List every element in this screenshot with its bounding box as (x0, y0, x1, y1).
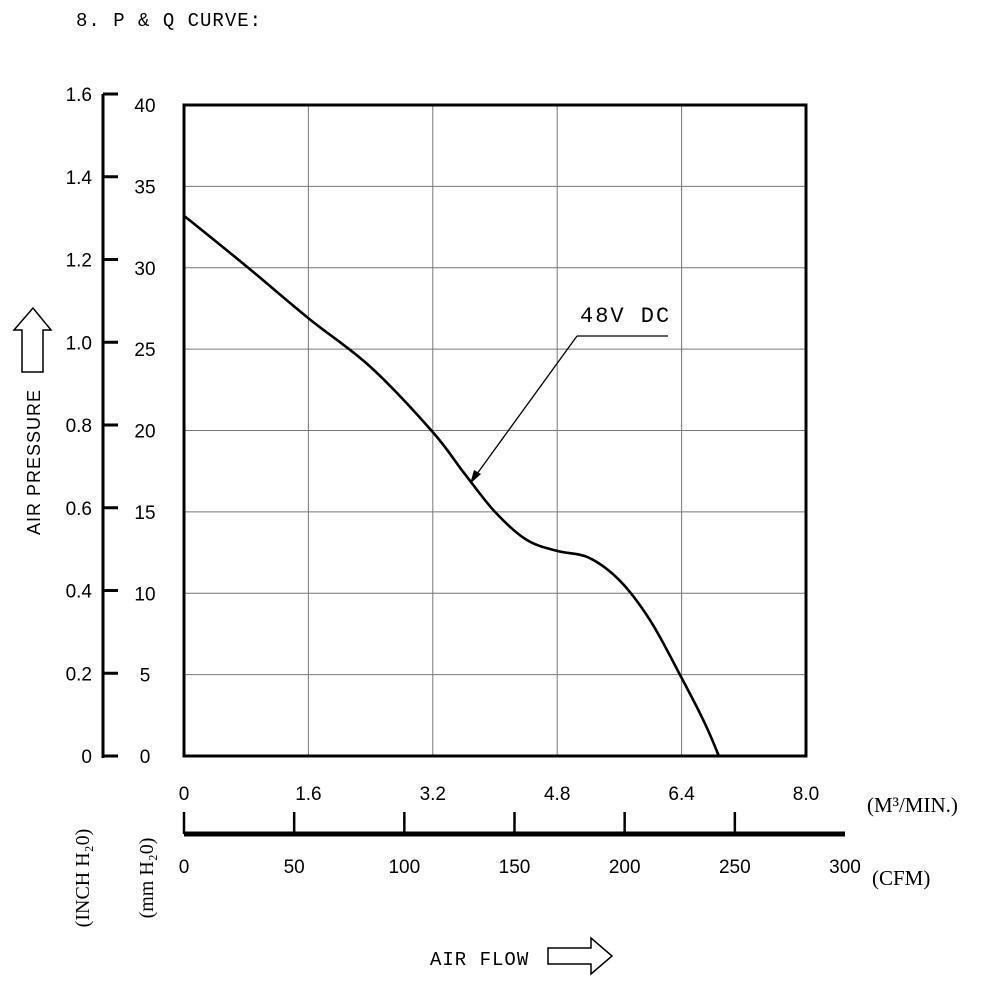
x-tick-label-m3min: 1.6 (295, 784, 321, 805)
grid-lines (184, 105, 806, 756)
y-tick-label-inch: 1.2 (66, 251, 92, 272)
x-tick-label-cfm: 150 (499, 857, 531, 878)
x-tick-label-m3min: 6.4 (668, 784, 695, 805)
x-tick-label-m3min: 8.0 (793, 784, 819, 805)
right-arrow-icon (547, 936, 614, 976)
y-tick-label-mm: 40 (134, 96, 155, 117)
y-unit-mm: (mm H₂0) (136, 838, 158, 919)
y-tick-label-inch: 1.0 (66, 333, 92, 354)
y-tick-label-inch: 0.2 (66, 664, 92, 685)
y-tick-label-inch: 1.6 (66, 85, 92, 106)
plot-frame (182, 103, 808, 758)
y-tick-label-inch: 0 (81, 747, 92, 768)
y-tick-label-mm: 5 (140, 666, 151, 687)
y-tick-label-mm: 15 (134, 503, 155, 524)
x-tick-label-cfm: 100 (388, 857, 420, 878)
y-tick-label-mm: 20 (134, 422, 155, 443)
x-unit-m3min: (M³/MIN.) (867, 793, 958, 817)
y-axis-ticks: 0 0.2 0.4 0.6 0.8 1.0 1.2 1.4 1.6 0 5 10 15 20 25 30 35 4… (66, 85, 156, 768)
y-tick-label-mm: 25 (134, 340, 155, 361)
y-tick-label-inch: 0.4 (66, 582, 93, 603)
x-tick-label-m3min: 3.2 (420, 784, 446, 805)
y-tick-label-mm: 35 (134, 177, 155, 198)
annotation-arrowhead (470, 470, 481, 484)
x-tick-label-cfm: 250 (719, 857, 751, 878)
y-tick-label-inch: 0.8 (66, 416, 92, 437)
y-tick-label-mm: 10 (134, 584, 155, 605)
x-tick-label-cfm: 0 (179, 857, 190, 878)
y-tick-label-inch: 1.4 (66, 168, 93, 189)
annotation-leader (473, 335, 578, 479)
x-tick-label-cfm: 50 (284, 857, 305, 878)
y-tick-label-mm: 30 (134, 259, 155, 280)
y-tick-label-inch: 0.6 (66, 499, 92, 520)
x-axis-ticks: 0 1.6 3.2 4.8 6.4 8.0 0 50 100 150 200 250 300 (179, 784, 861, 878)
y-tick-label-mm: 0 (140, 747, 151, 768)
x-tick-label-m3min: 4.8 (544, 784, 570, 805)
series-line-48v-dc (183, 214, 721, 757)
x-tick-label-cfm: 300 (829, 857, 861, 878)
annotation-label: 48V DC (580, 304, 671, 329)
y-unit-inch: (INCH H₂0) (72, 829, 94, 928)
y-axis-title: AIR PRESSURE (24, 389, 44, 535)
up-arrow-icon (12, 306, 53, 373)
x-unit-cfm: (CFM) (872, 866, 930, 890)
x-tick-label-m3min: 0 (179, 784, 190, 805)
x-tick-label-cfm: 200 (609, 857, 641, 878)
chart-title: 8. P & Q CURVE: (76, 10, 262, 32)
x-axis-title: AIR FLOW (430, 949, 529, 971)
